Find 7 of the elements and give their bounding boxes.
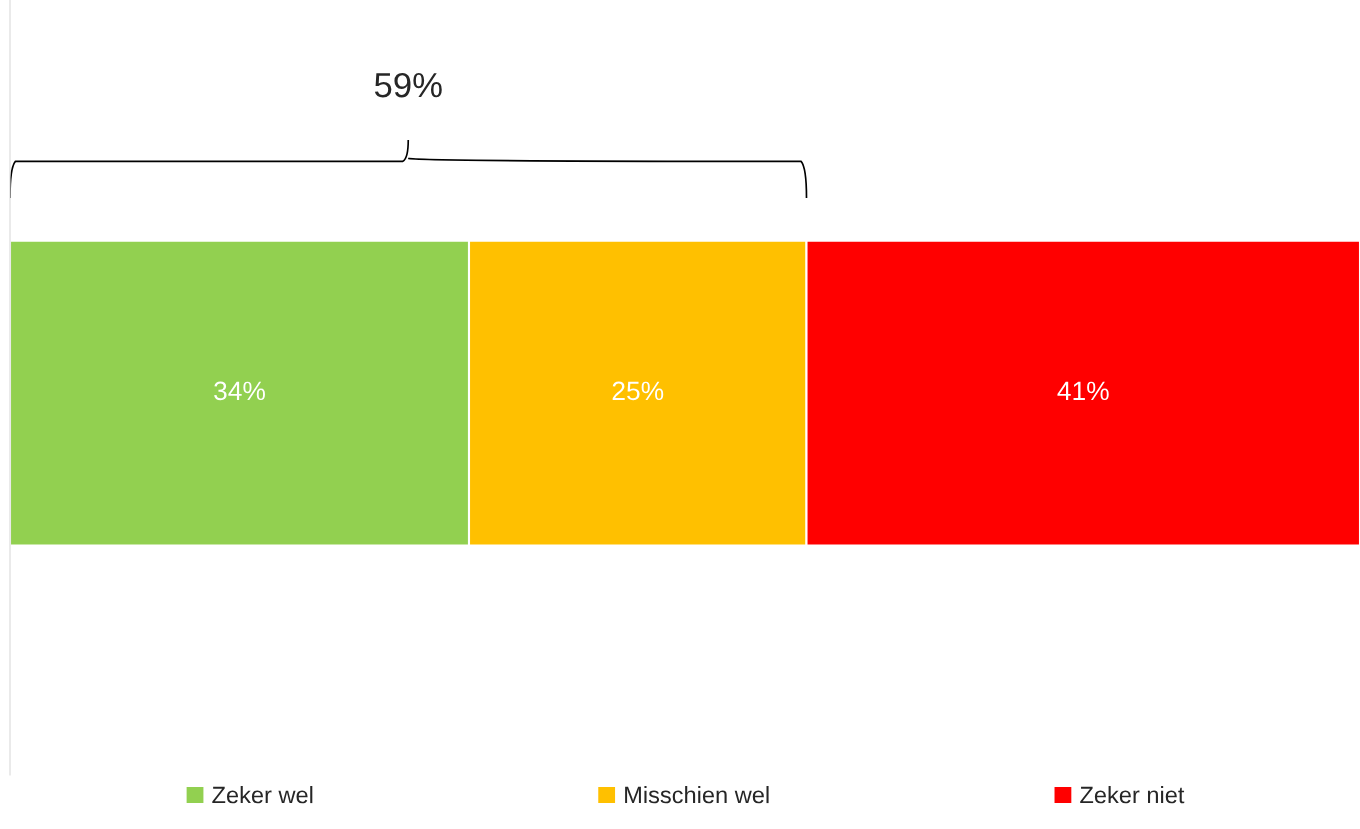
legend-label: Zeker wel [212, 785, 313, 804]
legend-label: Zeker niet [1080, 785, 1185, 804]
legend-label: Misschien wel [625, 785, 769, 804]
data-label: 34% [214, 381, 265, 401]
data-label: 25% [612, 381, 664, 401]
text: 59% [374, 72, 442, 98]
data-label: 41% [1057, 381, 1109, 401]
